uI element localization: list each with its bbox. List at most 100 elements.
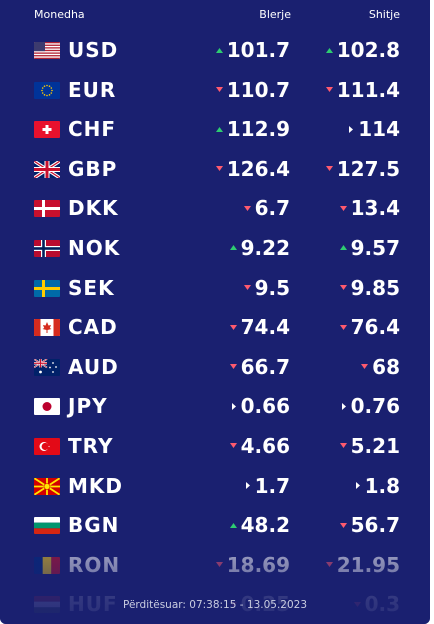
buy-rate: 9.22: [229, 236, 290, 260]
currency-code: JPY: [68, 394, 108, 419]
header-buy: Blerje: [259, 8, 291, 21]
buy-value: 6.7: [254, 196, 290, 221]
buy-rate: 74.4: [229, 315, 290, 339]
buy-rate: 101.7: [215, 38, 290, 62]
rate-row-gbp: GBP 126.4 127.5: [0, 150, 430, 190]
sell-rate: 5.21: [339, 434, 400, 458]
currency-code: NOK: [68, 235, 121, 260]
arrow-up-icon: [229, 521, 238, 530]
sell-rate: 1.8: [353, 474, 400, 498]
arrow-down-icon: [215, 164, 224, 173]
arrow-down-icon: [339, 323, 348, 332]
arrow-down-icon: [360, 362, 369, 371]
arrow-right-icon: [243, 481, 252, 490]
buy-rate: 0.66: [229, 394, 290, 418]
arrow-down-icon: [325, 560, 334, 569]
sell-value: 127.5: [336, 156, 400, 181]
sell-rate: 56.7: [339, 513, 400, 537]
ch-flag-icon: [34, 121, 60, 139]
sell-rate: 127.5: [325, 157, 400, 181]
buy-value: 9.5: [254, 275, 290, 300]
buy-value: 126.4: [226, 156, 290, 181]
sell-value: 21.95: [336, 552, 400, 577]
arrow-down-icon: [339, 441, 348, 450]
buy-rate: 1.7: [243, 474, 290, 498]
currency-code: CAD: [68, 315, 118, 340]
arrow-down-icon: [243, 283, 252, 292]
rate-row-eur: EUR 110.7 111.4: [0, 71, 430, 111]
currency-code: CHF: [68, 117, 117, 142]
sell-rate: 76.4: [339, 315, 400, 339]
rate-row-try: TRY 4.66 5.21: [0, 427, 430, 467]
buy-rate: 4.66: [229, 434, 290, 458]
sell-rate: 13.4: [339, 196, 400, 220]
arrow-up-icon: [325, 46, 334, 55]
sell-value: 5.21: [350, 433, 400, 458]
buy-value: 4.66: [240, 433, 290, 458]
buy-rate: 6.7: [243, 196, 290, 220]
sell-rate: 9.57: [339, 236, 400, 260]
eu-flag-icon: [34, 81, 60, 99]
rate-row-dkk: DKK 6.7 13.4: [0, 189, 430, 229]
rates-list: USD 101.7 102.8 EUR 110.7 111.4 CHF 112.…: [0, 31, 430, 624]
tr-flag-icon: [34, 437, 60, 455]
header-currency: Monedha: [34, 8, 85, 21]
arrow-right-icon: [229, 402, 238, 411]
arrow-down-icon: [229, 323, 238, 332]
rate-row-jpy: JPY 0.66 0.76: [0, 387, 430, 427]
currency-code: BGN: [68, 513, 120, 538]
arrow-up-icon: [215, 125, 224, 134]
rate-row-usd: USD 101.7 102.8: [0, 31, 430, 71]
arrow-up-icon: [215, 46, 224, 55]
mk-flag-icon: [34, 477, 60, 495]
buy-rate: 9.5: [243, 276, 290, 300]
buy-value: 110.7: [226, 77, 290, 102]
no-flag-icon: [34, 239, 60, 257]
rate-row-ron: RON 18.69 21.95: [0, 546, 430, 586]
rate-row-sek: SEK 9.5 9.85: [0, 269, 430, 309]
buy-value: 112.9: [226, 117, 290, 142]
buy-value: 9.22: [240, 235, 290, 260]
au-flag-icon: [34, 358, 60, 376]
sell-rate: 111.4: [325, 78, 400, 102]
sell-value: 56.7: [350, 513, 400, 538]
buy-rate: 18.69: [215, 553, 290, 577]
buy-value: 48.2: [240, 513, 290, 538]
rate-row-aud: AUD 66.7 68: [0, 348, 430, 388]
arrow-down-icon: [215, 85, 224, 94]
arrow-down-icon: [339, 283, 348, 292]
sell-value: 9.85: [350, 275, 400, 300]
sell-rate: 68: [360, 355, 400, 379]
currency-code: AUD: [68, 354, 119, 379]
sell-rate: 114: [346, 117, 400, 141]
sell-value: 1.8: [364, 473, 400, 498]
arrow-down-icon: [325, 85, 334, 94]
arrow-down-icon: [339, 521, 348, 530]
buy-rate: 110.7: [215, 78, 290, 102]
arrow-right-icon: [339, 402, 348, 411]
buy-value: 0.66: [240, 394, 290, 419]
currency-code: SEK: [68, 275, 115, 300]
sell-value: 111.4: [336, 77, 400, 102]
arrow-right-icon: [346, 125, 355, 134]
bg-flag-icon: [34, 517, 60, 535]
arrow-down-icon: [339, 204, 348, 213]
buy-value: 66.7: [240, 354, 290, 379]
sell-value: 13.4: [350, 196, 400, 221]
sell-value: 68: [372, 354, 400, 379]
buy-rate: 48.2: [229, 513, 290, 537]
header-sell: Shitje: [368, 8, 400, 21]
currency-code: USD: [68, 38, 119, 62]
arrow-up-icon: [339, 243, 348, 252]
gb-flag-icon: [34, 160, 60, 178]
sell-value: 0.76: [350, 394, 400, 419]
dk-flag-icon: [34, 200, 60, 218]
us-flag-icon: [34, 42, 60, 59]
buy-value: 1.7: [254, 473, 290, 498]
arrow-down-icon: [215, 560, 224, 569]
buy-value: 101.7: [226, 38, 290, 62]
table-header: Monedha Blerje Shitje: [0, 0, 430, 30]
jp-flag-icon: [34, 398, 60, 416]
currency-code: DKK: [68, 196, 119, 221]
